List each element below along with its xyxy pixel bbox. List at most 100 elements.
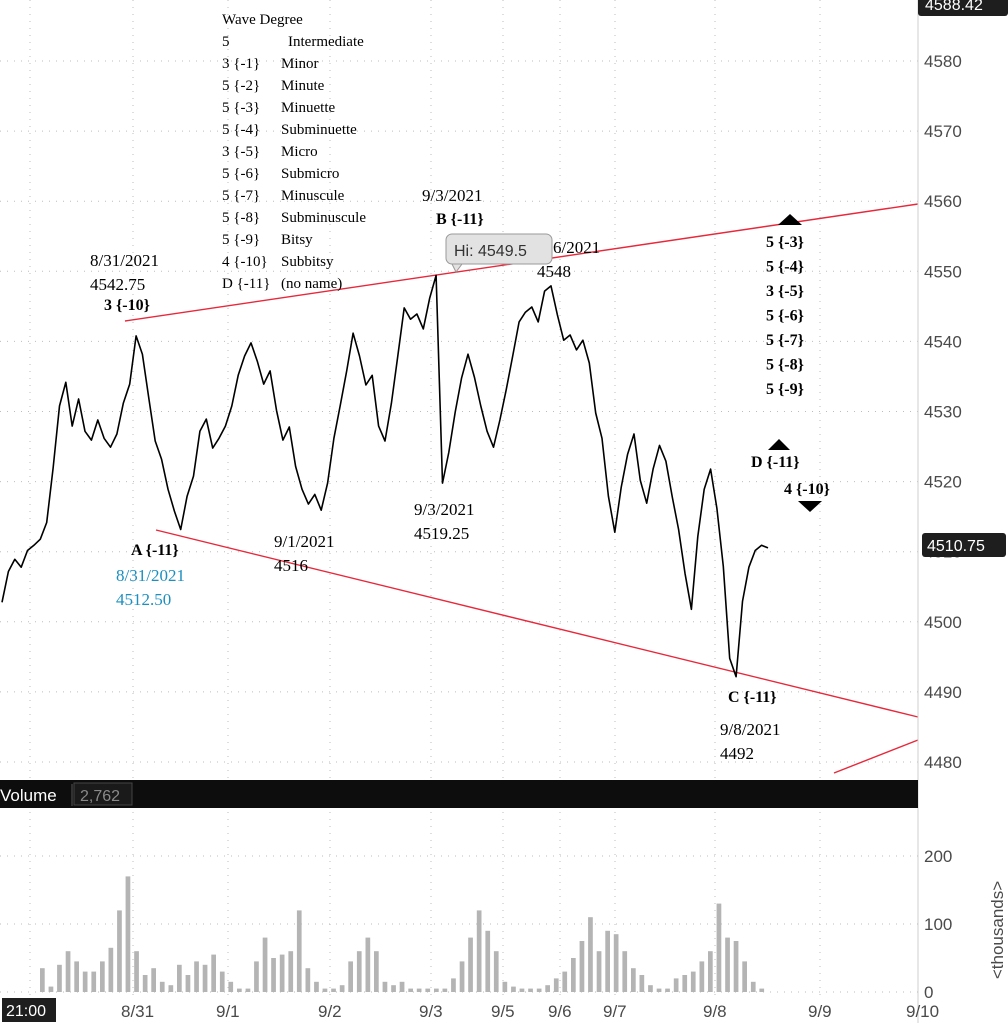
volume-bar [117,910,122,992]
low-9-1-date: 9/1/2021 [274,532,334,551]
volume-label: Volume [0,786,57,805]
volume-bar [382,981,388,992]
price-axis: 4480449045004510452045304540455045604570… [924,52,962,772]
volume-bar [631,968,636,992]
volume-bar [100,961,105,992]
volume-bar [596,951,602,992]
wave-stack-label: 5 {-9} [766,381,804,398]
peak1-date: 8/31/2021 [90,251,159,270]
volume-bar [622,951,628,992]
time-tick-label: 9/10 [906,1002,939,1021]
legend-degree: (no name) [281,276,342,292]
up-arrow-icon-d [768,439,790,450]
price-tick-label: 4480 [924,753,962,772]
time-tick-label: 9/5 [491,1002,515,1021]
volume-bar [588,917,593,992]
volume-bar [219,971,225,992]
volume-bar [142,975,148,992]
legend-degree: Minute [281,78,325,94]
wave-stack-label: 5 {-3} [766,234,804,251]
lower-trendline-2 [833,739,919,774]
volume-bar [254,961,259,992]
volume-bar [528,988,533,992]
time-tick-label: 9/3 [419,1002,443,1021]
time-cursor-tag [2,998,56,1022]
volume-bar [536,988,542,992]
volume-value: 2,762 [80,788,120,805]
volume-bar [682,975,688,992]
up-arrow-icon [778,214,802,225]
volume-bar [716,903,722,992]
volume-bar [725,937,730,992]
legend-degree: Bitsy [281,232,313,248]
peak-9-6-date: 6/2021 [553,238,600,257]
volume-bar [742,961,747,992]
volume-bar [579,941,585,992]
legend-degree: Micro [281,144,318,160]
wave-stack-label: 3 {-5} [766,283,804,300]
volume-bar [391,985,396,992]
legend-count: 3 {-5} [222,144,260,160]
time-tick-label: 9/9 [808,1002,832,1021]
wave-stack-label: 5 {-6} [766,308,804,325]
volume-bar [134,951,139,992]
legend-count: 4 {-10} [222,254,268,270]
volume-bar [459,961,465,992]
volume-bar [159,981,165,992]
volume-bar [279,954,285,992]
volume-bar [545,985,550,992]
price-tick-label: 4570 [924,122,962,141]
wave-stack-label: 5 {-8} [766,357,804,374]
volume-bar [194,961,199,992]
time-tick-label: 21:00 [6,1003,46,1020]
volume-bar [348,961,353,992]
price-tick-label: 4500 [924,613,962,632]
legend-count: D {-11} [222,276,270,292]
svg-text:4510.75: 4510.75 [927,538,985,555]
wave-legend-title: Wave Degree [222,12,303,28]
price-series-line [1,274,769,678]
svg-text:4588.42: 4588.42 [925,0,983,14]
wave-4-label: 4 {-10} [784,481,830,498]
volume-bar [750,981,756,992]
wave-b-label: B {-11} [436,211,484,228]
price-tick-label: 4490 [924,683,962,702]
volume-bar [605,930,610,992]
volume-bar [74,961,79,992]
volume-bar [331,988,336,992]
volume-bar [177,964,182,992]
price-tick-label: 4580 [924,52,962,71]
volume-bar [571,958,576,992]
wave-c-price: 4492 [720,744,754,763]
time-tick-label: 9/8 [703,1002,727,1021]
time-tick-label: 9/2 [318,1002,342,1021]
volume-bar [151,968,156,992]
volume-bar [502,981,508,992]
peak1-wave-label: 3 {-10} [104,297,150,314]
time-tick-label: 8/31 [121,1002,154,1021]
legend-count: 5 {-4} [222,122,260,138]
volume-bar [639,975,645,992]
wave-a-date: 8/31/2021 [116,566,185,585]
volume-bar [416,988,422,992]
hi-label: Hi: 4549.5 [454,243,527,260]
low-9-3-date: 9/3/2021 [414,500,474,519]
legend-degree: Subbitsy [281,254,334,270]
wave-c-date: 9/8/2021 [720,720,780,739]
volume-bar [237,988,242,992]
volume-bar [365,937,371,992]
volume-bar [733,941,739,992]
volume-bar [648,985,653,992]
legend-count: 5 {-2} [222,78,260,94]
volume-bar [425,988,431,992]
volume-bar [271,958,276,992]
lower-trendline [155,529,919,718]
volume-bar [656,988,662,992]
volume-bar [374,951,379,992]
time-tick-label: 9/7 [603,1002,627,1021]
volume-bar [553,978,559,992]
volume-bar [322,988,328,992]
time-axis: 21:00 8/31 9/1 9/2 9/3 9/5 9/6 9/7 9/8 9/9 9/10 [2,998,939,1022]
volume-bar [296,910,302,992]
